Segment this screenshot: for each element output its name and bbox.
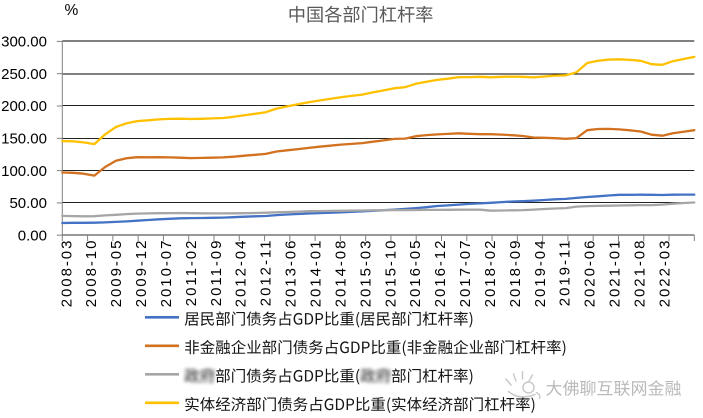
svg-text:2022-03: 2022-03	[656, 239, 673, 308]
svg-text:%: %	[65, 2, 79, 19]
svg-text:2014-08: 2014-08	[332, 239, 349, 308]
svg-text:2015-03: 2015-03	[357, 239, 374, 308]
svg-text:300.00: 300.00	[1, 34, 47, 51]
svg-text:2008-03: 2008-03	[58, 239, 75, 308]
svg-text:2009-12: 2009-12	[133, 239, 150, 308]
svg-text:2013-06: 2013-06	[283, 239, 300, 308]
svg-text:50.00: 50.00	[9, 195, 47, 212]
svg-text:2019-04: 2019-04	[532, 239, 549, 308]
svg-text:150.00: 150.00	[1, 131, 47, 148]
svg-text:2018-02: 2018-02	[482, 239, 499, 308]
svg-text:2021-01: 2021-01	[607, 239, 624, 308]
svg-text:0.00: 0.00	[18, 227, 47, 244]
svg-text:2019-11: 2019-11	[557, 239, 574, 307]
svg-text:2009-05: 2009-05	[108, 239, 125, 308]
svg-text:2008-10: 2008-10	[83, 239, 100, 308]
svg-text:250.00: 250.00	[1, 66, 47, 83]
svg-text:2015-10: 2015-10	[382, 239, 399, 308]
svg-text:2012-11: 2012-11	[258, 239, 275, 307]
svg-text:2011-02: 2011-02	[183, 239, 200, 307]
svg-text:2012-04: 2012-04	[233, 239, 250, 308]
svg-text:2010-07: 2010-07	[158, 239, 175, 308]
svg-text:2017-07: 2017-07	[457, 239, 474, 308]
svg-text:2016-05: 2016-05	[407, 239, 424, 308]
svg-text:100.00: 100.00	[1, 163, 47, 180]
svg-text:2014-01: 2014-01	[308, 239, 325, 308]
svg-text:200.00: 200.00	[1, 98, 47, 115]
svg-text:2018-09: 2018-09	[507, 239, 524, 308]
svg-text:2021-08: 2021-08	[632, 239, 649, 308]
svg-text:2020-06: 2020-06	[582, 239, 599, 308]
svg-text:2011-09: 2011-09	[208, 239, 225, 307]
svg-text:2016-12: 2016-12	[432, 239, 449, 308]
